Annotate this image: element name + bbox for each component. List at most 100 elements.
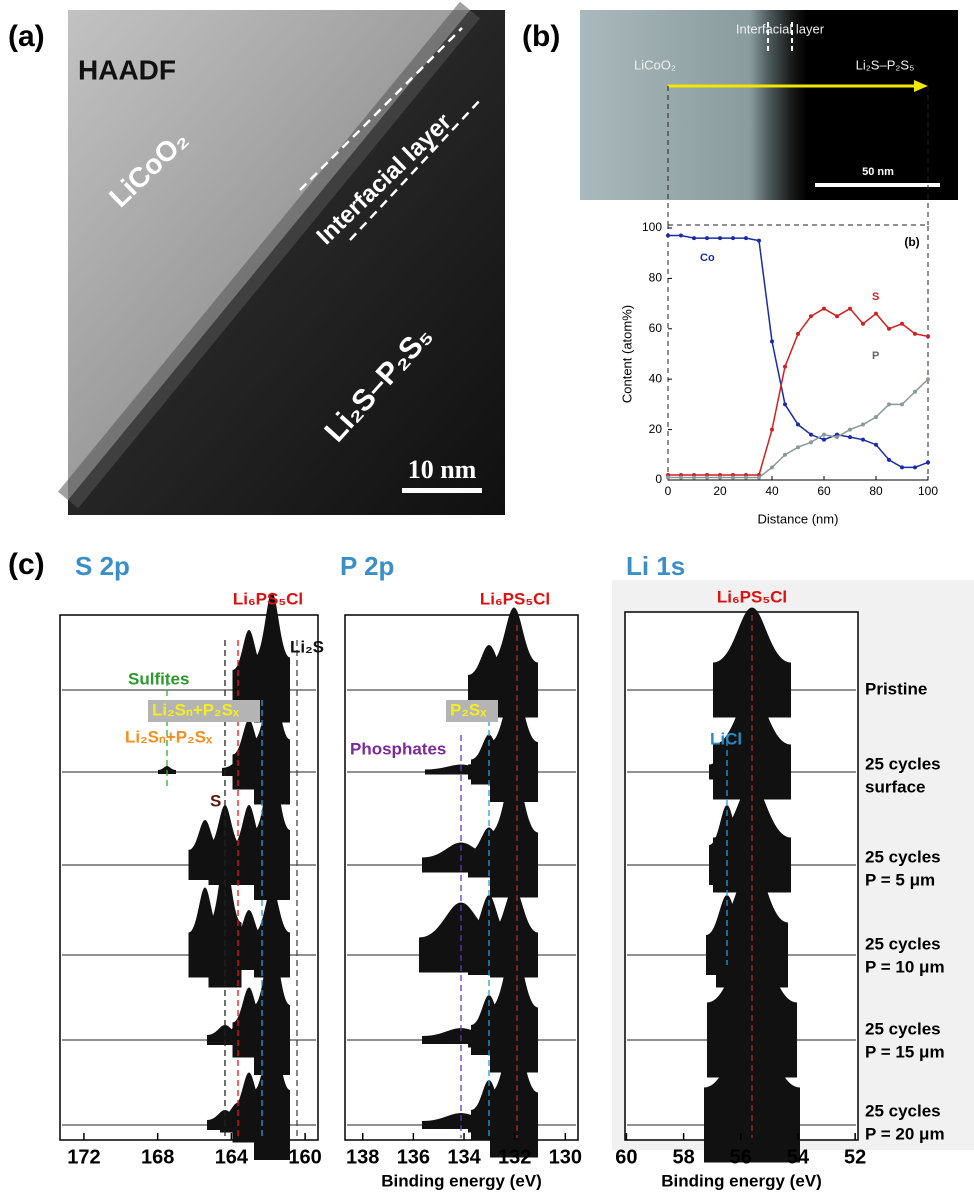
data-point [874,415,878,419]
row-label: Pristine [865,679,927,698]
data-point [796,332,800,336]
data-point [926,334,930,338]
data-point [809,440,813,444]
y-tick-label: 100 [642,220,662,234]
annotation: Li₂S [290,637,324,656]
x-tick-label: 54 [787,1146,810,1168]
y-tick-label: 60 [649,321,663,335]
x-tick-label: 160 [288,1146,321,1168]
data-point [913,465,917,469]
data-point [744,475,748,479]
row-label: surface [865,777,925,796]
series-label: Co [700,252,715,264]
data-point [887,402,891,406]
x-axis-label: Distance (nm) [758,511,839,526]
scale-bar [402,488,482,493]
y-axis-label: Content (atom%) [619,305,634,403]
data-point [666,234,670,238]
x-tick-label: 132 [498,1146,531,1168]
data-point [926,460,930,464]
data-point [705,236,709,240]
y-tick-label: 80 [649,271,663,285]
data-point [692,236,696,240]
image-label: HAADF [78,54,176,85]
panel-label: (a) [8,20,45,53]
data-point [809,433,813,437]
data-point [705,475,709,479]
series-label: S [872,291,879,303]
x-tick-label: 60 [615,1146,637,1168]
data-point [796,445,800,449]
data-point [718,236,722,240]
data-point [679,234,683,238]
y-tick-label: 20 [649,422,663,436]
x-axis-label: Binding energy (eV) [381,1171,542,1190]
panel-label: (c) [8,548,45,581]
row-label: 25 cycles [865,754,941,773]
data-point [770,465,774,469]
row-label: P = 15 μm [865,1042,945,1061]
x-tick-label: 20 [713,484,727,498]
annotation: S [210,791,221,810]
scale-bar [815,183,940,187]
annotation: Li₂Sₙ+P₂Sₓ [125,727,213,746]
row-label: P = 10 μm [865,957,945,976]
figure: (a) HAADF LiCoO₂ Interfacial layer Li₂S–… [0,0,974,1193]
data-point [913,332,917,336]
data-point [770,339,774,343]
x-tick-label: 58 [672,1146,694,1168]
plot-title: Li 1s [626,551,685,581]
data-point [796,423,800,427]
annotation: Phosphates [350,739,446,758]
x-tick-label: 164 [215,1146,249,1168]
data-point [770,428,774,432]
annotation: Sulfites [128,669,189,688]
data-point [822,307,826,311]
data-point [848,307,852,311]
x-tick-label: 40 [765,484,779,498]
image-label: Interfacial layer [736,21,825,36]
data-point [666,475,670,479]
data-point [926,377,930,381]
data-point [731,475,735,479]
x-tick-label: 172 [67,1146,100,1168]
data-point [679,475,683,479]
annotation: Li₆PS₅Cl [717,587,787,606]
data-point [874,312,878,316]
data-point [900,465,904,469]
x-tick-label: 60 [817,484,831,498]
series-label: P [872,350,879,362]
data-point [757,239,761,243]
x-tick-label: 168 [141,1146,174,1168]
row-label: 25 cycles [865,1019,941,1038]
data-point [861,322,865,326]
image-label: LiCoO₂ [634,57,676,72]
x-tick-label: 80 [869,484,883,498]
series-line [668,236,928,468]
row-label: 25 cycles [865,847,941,866]
data-point [861,438,865,442]
data-point [757,475,761,479]
plot-title: P 2p [340,551,394,581]
image-label: Li₂S–P₂S₅ [856,57,915,72]
data-point [874,443,878,447]
data-point [887,458,891,462]
x-tick-label: 130 [549,1146,582,1168]
panel-label: (b) [522,20,560,53]
data-point [783,453,787,457]
data-point [835,314,839,318]
x-tick-label: 138 [346,1146,379,1168]
inset-label: (b) [904,235,919,249]
data-point [900,322,904,326]
annotation: Li₆PS₅Cl [233,589,303,608]
row-label: P = 20 μm [865,1124,945,1143]
scale-bar-label: 10 nm [408,455,477,484]
x-tick-label: 100 [918,484,938,498]
annotation: P₂Sₓ [450,700,487,719]
annotation: Li₆PS₅Cl [480,589,550,608]
row-label: 25 cycles [865,934,941,953]
scale-bar-label: 50 nm [862,166,894,178]
annotation: LiCl [710,729,742,748]
row-label: 25 cycles [865,1101,941,1120]
data-point [861,423,865,427]
